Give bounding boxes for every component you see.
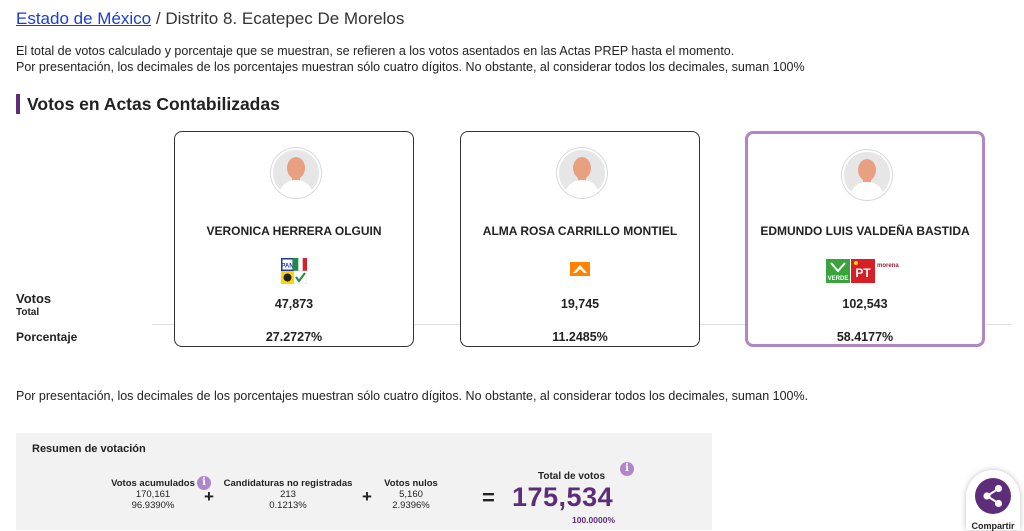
candidate-percentage: 58.4177% bbox=[836, 330, 894, 344]
summary-title: Resumen de votación bbox=[32, 443, 146, 455]
plus-sign: + bbox=[204, 487, 214, 506]
candidate-card[interactable]: ALMA ROSA CARRILLO MONTIEL 19,745 11.248… bbox=[460, 131, 700, 347]
coalition-logos bbox=[461, 258, 699, 284]
pt-label: PT bbox=[855, 266, 871, 280]
null-votes-value: 5,160 bbox=[399, 489, 423, 500]
candidate-card[interactable]: VERONICA HERRERA OLGUIN PAN 47,873 27.27… bbox=[174, 131, 414, 347]
intro-text: El total de votos calculado y porcentaje… bbox=[16, 43, 805, 75]
total-votes-label: Total de votos bbox=[538, 471, 606, 482]
candidate-card-highlighted[interactable]: EDMUNDO LUIS VALDEÑA BASTIDA VERDE PT mo… bbox=[745, 131, 985, 347]
morena-label: morena bbox=[877, 263, 899, 269]
unregistered-value: 213 bbox=[280, 489, 296, 500]
info-icon[interactable]: i bbox=[197, 476, 211, 490]
candidate-votes: 102,543 bbox=[842, 297, 888, 311]
accumulated-value: 170,161 bbox=[135, 489, 171, 500]
intro-line-2: Por presentación, los decimales de los p… bbox=[16, 60, 805, 74]
pvem-label: VERDE bbox=[828, 276, 849, 282]
unregistered-label: Candidaturas no registradas bbox=[223, 478, 353, 489]
total-votes-value: 175,534 bbox=[512, 482, 614, 512]
candidate-votes: 47,873 bbox=[274, 297, 314, 311]
share-label: Compartir bbox=[971, 521, 1015, 531]
unregistered-percentage: 0.1213% bbox=[269, 500, 307, 511]
coalition-logos: VERDE PT morena bbox=[748, 258, 982, 284]
section-title: Votos en Actas Contabilizadas bbox=[16, 94, 280, 114]
movimiento-ciudadano-icon bbox=[570, 262, 590, 276]
candidate-percentage: 27.2727% bbox=[265, 330, 323, 344]
intro-line-1: El total de votos calculado y porcentaje… bbox=[16, 44, 735, 58]
breadcrumb-link-estado[interactable]: Estado de México bbox=[16, 9, 152, 28]
share-button[interactable]: Compartir bbox=[966, 470, 1020, 531]
candidate-name: ALMA ROSA CARRILLO MONTIEL bbox=[482, 224, 678, 238]
pan-label: PAN bbox=[281, 264, 293, 270]
coalition-logos: PAN bbox=[175, 257, 413, 285]
accumulated-percentage: 96.9390% bbox=[131, 500, 175, 511]
candidate-percentage: 11.2485% bbox=[552, 330, 608, 344]
summary-accumulated: Votos acumulados 170,161 96.9390% bbox=[98, 478, 208, 511]
row-label-porcentaje: Porcentaje bbox=[16, 330, 78, 344]
pvem-pt-morena-coalition-icon: VERDE PT morena bbox=[826, 259, 899, 283]
decimals-note: Por presentación, los decimales de los p… bbox=[16, 389, 809, 403]
avatar bbox=[271, 148, 321, 198]
null-votes-label: Votos nulos bbox=[384, 478, 438, 489]
candidate-name: EDMUNDO LUIS VALDEÑA BASTIDA bbox=[760, 224, 970, 238]
summary-null-votes: Votos nulos 5,160 2.9396% bbox=[376, 478, 446, 511]
vote-summary-panel: Resumen de votación Votos acumulados 170… bbox=[16, 433, 712, 530]
total-votes-percentage: 100.0000% bbox=[572, 515, 616, 525]
share-icon bbox=[975, 478, 1011, 514]
row-label-total: Total bbox=[16, 307, 40, 318]
avatar bbox=[557, 148, 607, 198]
equals-sign: = bbox=[482, 485, 495, 510]
avatar bbox=[842, 150, 892, 200]
accumulated-label: Votos acumulados bbox=[111, 478, 195, 489]
pan-pri-prd-coalition-icon: PAN bbox=[281, 257, 308, 285]
summary-unregistered: Candidaturas no registradas 213 0.1213% bbox=[222, 478, 354, 511]
candidate-name: VERONICA HERRERA OLGUIN bbox=[206, 224, 382, 238]
null-votes-percentage: 2.9396% bbox=[392, 500, 430, 511]
breadcrumb: Estado de México / Distrito 8. Ecatepec … bbox=[16, 9, 404, 29]
info-icon[interactable]: i bbox=[620, 462, 634, 476]
breadcrumb-current: Distrito 8. Ecatepec De Morelos bbox=[165, 9, 405, 28]
breadcrumb-separator: / bbox=[155, 9, 161, 28]
row-label-votos: Votos bbox=[16, 291, 52, 306]
plus-sign: + bbox=[362, 487, 372, 506]
candidate-votes: 19,745 bbox=[560, 297, 600, 311]
